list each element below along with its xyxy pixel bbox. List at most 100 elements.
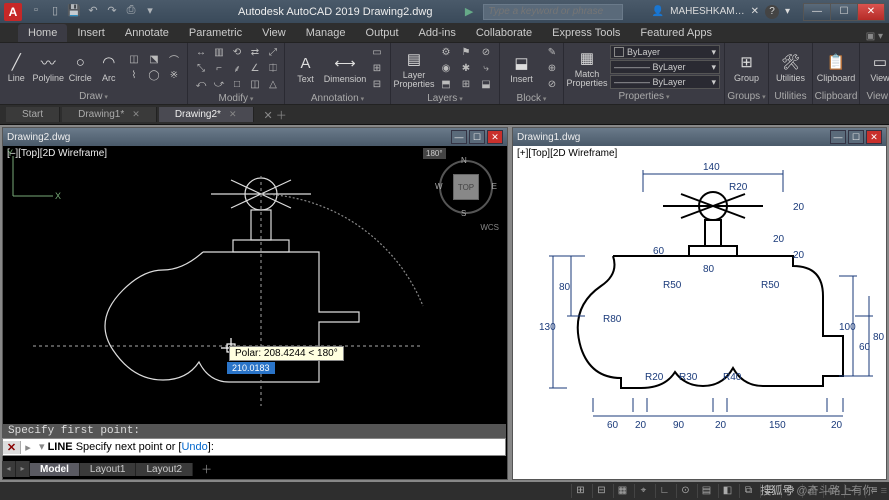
viewcube-n[interactable]: N [461, 156, 467, 165]
arc-button[interactable]: ◠Arc [97, 45, 121, 89]
status-8[interactable]: ◧ [718, 484, 736, 498]
lay-2[interactable]: ⚑ [457, 45, 475, 59]
panel-block-label[interactable]: Block [500, 93, 563, 105]
new-tab-button[interactable]: ✕ ＋ [256, 105, 295, 125]
doc-tab-drawing1[interactable]: Drawing1*✕ [62, 107, 157, 122]
blk-1[interactable]: ✎ [543, 45, 561, 59]
tab-parametric[interactable]: Parametric [179, 24, 252, 42]
modify-3[interactable]: ⟲ [228, 45, 246, 59]
minimize-button[interactable]: — [803, 3, 831, 21]
tab-insert[interactable]: Insert [67, 24, 115, 42]
viewcube[interactable]: 180° TOP N S E W WCS [431, 152, 501, 222]
draw-small-6[interactable]: ※ [165, 68, 183, 82]
status-2[interactable]: ⊟ [592, 484, 610, 498]
tab-addins[interactable]: Add-ins [409, 24, 466, 42]
layout-tab-model[interactable]: Model [30, 463, 80, 476]
tab-collaborate[interactable]: Collaborate [466, 24, 542, 42]
modify-1[interactable]: ↔ [192, 45, 210, 59]
docwin-close-button[interactable]: ✕ [866, 130, 882, 144]
panel-draw-label[interactable]: Draw [0, 91, 187, 104]
tab-expresstools[interactable]: Express Tools [542, 24, 630, 42]
drawing1-canvas[interactable]: 140 R20 80 20 20 60 80 20 R50 R50 R80 10… [513, 146, 886, 479]
title-chevron-icon[interactable]: ▶ [465, 5, 473, 18]
close-icon[interactable]: ✕ [229, 109, 237, 120]
layout-tab-layout1[interactable]: Layout1 [80, 463, 137, 476]
modify-6[interactable]: ⤡ [192, 61, 210, 75]
qat-save-icon[interactable]: 💾 [66, 4, 82, 20]
group-button[interactable]: ⊞Group [729, 45, 764, 89]
ann-1[interactable]: ▭ [368, 45, 386, 59]
text-button[interactable]: AText [289, 46, 322, 90]
qat-redo-icon[interactable]: ↷ [104, 4, 120, 20]
lay-5[interactable]: ✱ [457, 61, 475, 75]
command-close-icon[interactable]: ✕ [3, 441, 21, 454]
draw-small-5[interactable]: ◯ [145, 68, 163, 82]
layer-properties-button[interactable]: ▤Layer Properties [395, 46, 433, 90]
view-button[interactable]: ▭View [864, 45, 889, 89]
tab-featuredapps[interactable]: Featured Apps [630, 24, 722, 42]
modify-15[interactable]: △ [264, 77, 282, 91]
docwin-minimize-button[interactable]: — [451, 130, 467, 144]
tab-view[interactable]: View [252, 24, 296, 42]
help-search-input[interactable] [483, 4, 623, 20]
doc-tab-start[interactable]: Start [6, 107, 60, 122]
signin-icon[interactable]: 👤 [652, 6, 664, 17]
close-button[interactable]: ✕ [857, 3, 885, 21]
docwin-close-button[interactable]: ✕ [487, 130, 503, 144]
lay-9[interactable]: ⬓ [477, 77, 495, 91]
viewcube-face[interactable]: TOP [453, 174, 479, 200]
lay-6[interactable]: ⤷ [477, 61, 495, 75]
qat-new-icon[interactable]: ▫ [28, 4, 44, 20]
close-icon[interactable]: ✕ [132, 109, 140, 120]
modify-7[interactable]: ⌐ [210, 61, 228, 75]
command-chevron-icon[interactable]: ▸ [21, 441, 35, 454]
modify-4[interactable]: ⇄ [246, 45, 264, 59]
help-icon[interactable]: ? [765, 5, 779, 19]
modify-2[interactable]: ▥ [210, 45, 228, 59]
help-dropdown-icon[interactable]: ▾ [785, 6, 790, 17]
insert-button[interactable]: ⬓Insert [504, 46, 539, 90]
status-4[interactable]: ⌖ [634, 484, 652, 498]
tab-annotate[interactable]: Annotate [115, 24, 179, 42]
qat-undo-icon[interactable]: ↶ [85, 4, 101, 20]
ann-3[interactable]: ⊟ [368, 77, 386, 91]
draw-small-4[interactable]: ⌇ [125, 68, 143, 82]
lay-7[interactable]: ⬒ [437, 77, 455, 91]
qat-open-icon[interactable]: ▯ [47, 4, 63, 20]
doc-tab-drawing2[interactable]: Drawing2*✕ [159, 107, 254, 122]
lay-4[interactable]: ◉ [437, 61, 455, 75]
panel-utilities-label[interactable]: Utilities [769, 91, 812, 104]
app-menu-icon[interactable]: A [4, 3, 22, 21]
lineweight-select[interactable]: ———— ByLayer▾ [610, 60, 720, 74]
panel-modify-label[interactable]: Modify [188, 93, 284, 105]
draw-small-1[interactable]: ◫ [125, 52, 143, 66]
drawing1-view-label[interactable]: [+][Top][2D Wireframe] [517, 148, 617, 159]
line-button[interactable]: ╱Line [4, 45, 28, 89]
status-1[interactable]: ⊞ [571, 484, 589, 498]
modify-13[interactable]: □ [228, 77, 246, 91]
status-6[interactable]: ⊙ [676, 484, 694, 498]
panel-annotation-label[interactable]: Annotation [285, 93, 390, 105]
signin-user[interactable]: MAHESHKAM… [670, 6, 744, 17]
modify-12[interactable]: ⤻ [210, 77, 228, 91]
match-properties-button[interactable]: ▦Match Properties [568, 45, 606, 89]
layout-next-icon[interactable]: ▸ [16, 461, 30, 477]
status-3[interactable]: ▦ [613, 484, 631, 498]
dimension-button[interactable]: ⟷Dimension [326, 46, 364, 90]
status-7[interactable]: ▤ [697, 484, 715, 498]
modify-14[interactable]: ◫ [246, 77, 264, 91]
tab-home[interactable]: Home [18, 24, 67, 42]
modify-9[interactable]: ∠ [246, 61, 264, 75]
viewcube-e[interactable]: E [492, 182, 497, 191]
command-line[interactable]: ✕ ▸ ▾ LINE Specify next point or [Undo]: [2, 438, 506, 456]
command-input[interactable]: ▾ LINE Specify next point or [Undo]: [35, 440, 505, 454]
lay-8[interactable]: ⊞ [457, 77, 475, 91]
maximize-button[interactable]: ☐ [830, 3, 858, 21]
docwin-maximize-button[interactable]: ☐ [848, 130, 864, 144]
panel-view-label[interactable]: View [860, 91, 889, 104]
layout-add-button[interactable]: ＋ [193, 460, 220, 478]
utilities-button[interactable]: 🛠Utilities [773, 45, 808, 89]
clipboard-button[interactable]: 📋Clipboard [817, 45, 855, 89]
modify-8[interactable]: ⸙ [228, 61, 246, 75]
draw-small-2[interactable]: ⬔ [145, 52, 163, 66]
